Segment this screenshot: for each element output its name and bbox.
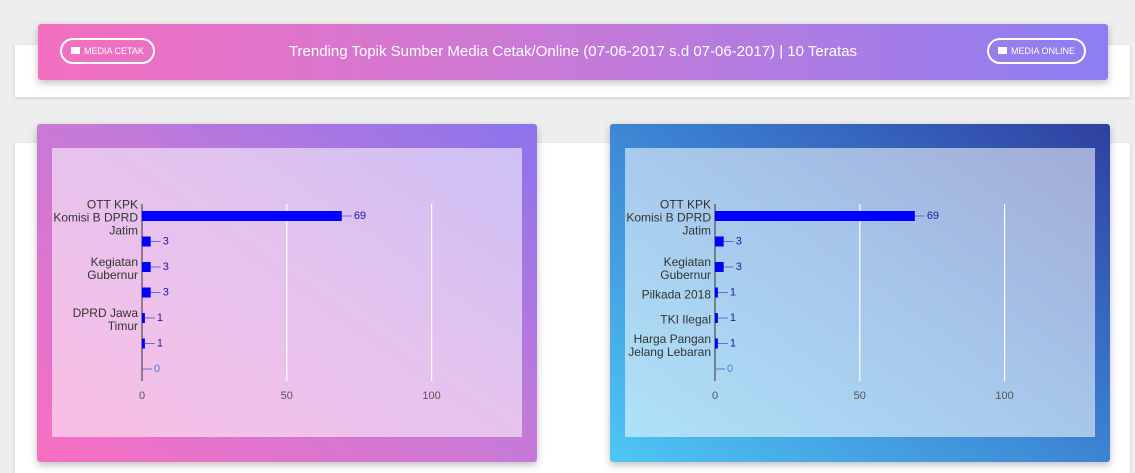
y-tick-label: OTT KPK Komisi B DPRD Jatim — [53, 197, 138, 238]
y-tick-label: Kegiatan Gubernur — [660, 255, 711, 282]
value-label: 3 — [163, 286, 169, 298]
bar — [142, 313, 145, 323]
y-tick-label: TKI Ilegal — [660, 312, 711, 327]
value-label: 3 — [736, 235, 742, 247]
media-cetak-button[interactable]: MEDIA CETAK — [60, 38, 155, 64]
value-label: 1 — [157, 337, 163, 349]
chart-area: 0 50 100 69 3 3 1 1 1 0 OTT KPK Komisi B DPRD Jati… — [625, 148, 1095, 437]
value-label: 1 — [730, 286, 736, 298]
value-label: 0 — [154, 363, 160, 375]
header-bar: MEDIA CETAK Trending Topik Sumber Media … — [38, 24, 1108, 80]
value-label: 69 — [354, 210, 366, 222]
y-tick-label: DPRD Jawa Timur — [72, 306, 138, 333]
bar — [715, 236, 724, 247]
chart: 0 50 100 69 3 3 3 1 1 0 — [139, 204, 441, 402]
x-tick-label: 50 — [281, 390, 293, 402]
value-label: 3 — [163, 261, 169, 273]
x-tick-label: 0 — [139, 390, 145, 402]
y-tick-label: Harga Pangan Jelang Lebaran — [628, 331, 711, 359]
bar — [142, 236, 151, 247]
bar — [142, 262, 151, 272]
value-label: 1 — [730, 337, 736, 349]
chart-panel: 0 50 100 69 3 3 1 1 1 0 OTT KPK Komisi B DPRD Jati… — [610, 124, 1110, 462]
bar — [142, 338, 145, 349]
value-label: 1 — [730, 312, 736, 324]
bar — [715, 287, 718, 298]
chart-panel: 0 50 100 69 3 3 3 1 1 0 OTT KPK Komisi B DPRD Jati… — [37, 124, 537, 462]
value-label: 0 — [727, 363, 733, 375]
x-tick-label: 50 — [854, 390, 866, 402]
y-tick-label: Kegiatan Gubernur — [87, 255, 138, 282]
y-tick-label: Pilkada 2018 — [641, 287, 711, 301]
y-tick-label: OTT KPK Komisi B DPRD Jatim — [626, 197, 711, 238]
button-label: MEDIA CETAK — [84, 46, 144, 56]
media-online-button[interactable]: MEDIA ONLINE — [986, 38, 1086, 64]
x-tick-label: 0 — [712, 390, 718, 402]
bar — [142, 211, 342, 221]
header-title: Trending Topik Sumber Media Cetak/Online… — [288, 43, 858, 60]
value-label: 3 — [736, 261, 742, 273]
value-label: 3 — [163, 235, 169, 247]
x-tick-label: 100 — [422, 390, 440, 402]
bar — [142, 287, 151, 298]
x-tick-label: 100 — [995, 390, 1013, 402]
value-label: 1 — [157, 312, 163, 324]
button-label: MEDIA ONLINE — [1010, 46, 1075, 56]
chart: 0 50 100 69 3 3 1 1 1 0 — [712, 204, 1014, 402]
chart-area: 0 50 100 69 3 3 3 1 1 0 OTT KPK Komisi B DPRD Jati… — [52, 148, 522, 437]
bar — [715, 313, 718, 323]
value-label: 69 — [927, 210, 939, 222]
bar — [715, 262, 724, 272]
bar — [715, 211, 915, 221]
bar — [715, 338, 718, 349]
